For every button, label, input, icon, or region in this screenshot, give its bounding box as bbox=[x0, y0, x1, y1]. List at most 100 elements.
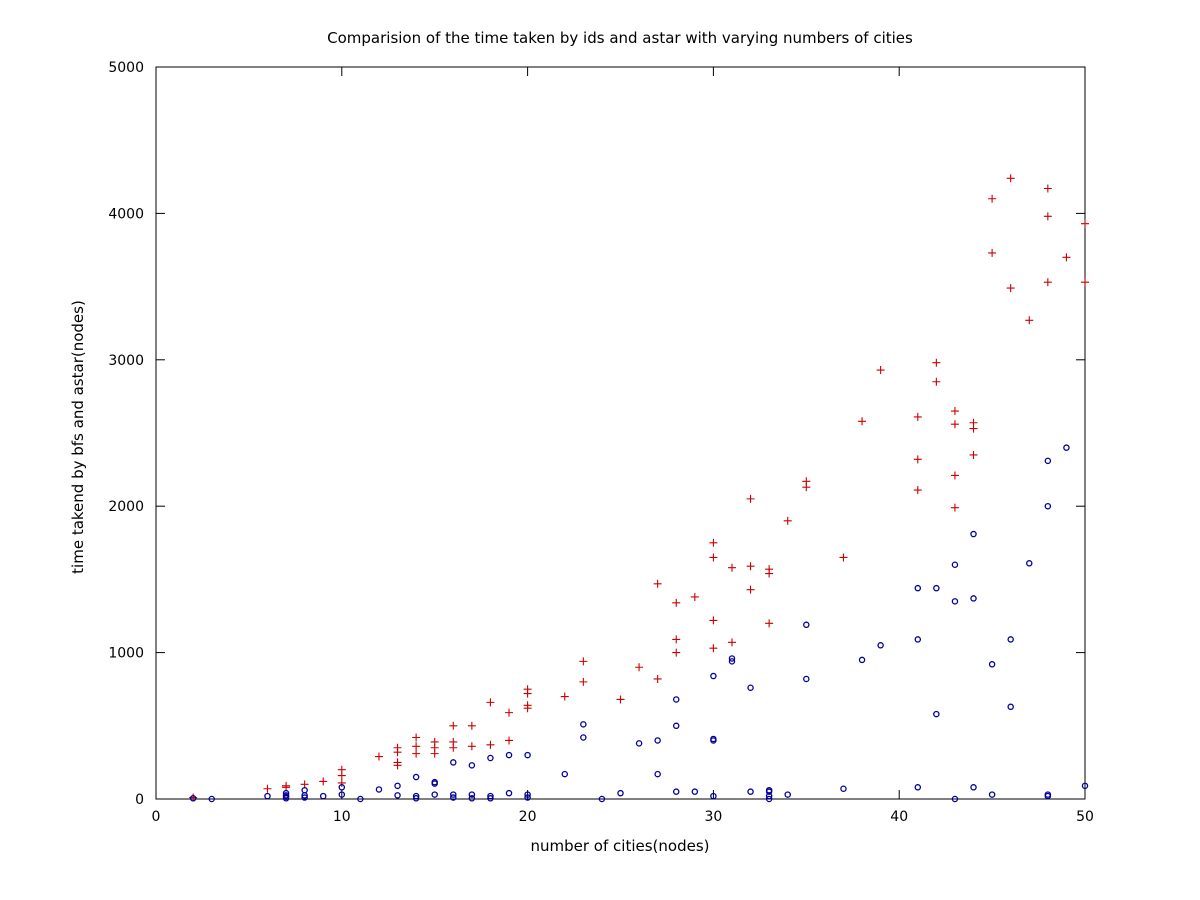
data-point-circle bbox=[654, 770, 661, 778]
data-point-plus bbox=[913, 486, 922, 495]
data-point-plus bbox=[449, 743, 458, 752]
data-point-plus bbox=[616, 695, 625, 704]
data-point-plus bbox=[913, 412, 922, 421]
data-point-plus bbox=[486, 740, 495, 749]
data-point-plus bbox=[988, 194, 997, 203]
data-point-circle bbox=[450, 791, 457, 798]
data-point-plus bbox=[950, 407, 959, 416]
data-point-plus bbox=[467, 721, 476, 730]
x-tick-label: 10 bbox=[333, 809, 351, 825]
data-point-plus bbox=[412, 742, 421, 751]
data-point-circle bbox=[412, 795, 420, 802]
data-point-plus bbox=[858, 417, 867, 426]
data-point-circle bbox=[1044, 457, 1052, 465]
data-point-circle bbox=[672, 788, 680, 795]
data-point-plus bbox=[337, 771, 346, 780]
data-point-circle bbox=[803, 621, 810, 629]
data-point-circle bbox=[1007, 636, 1014, 643]
data-point-plus bbox=[746, 585, 755, 594]
data-point-circle bbox=[784, 791, 791, 798]
data-point-circle bbox=[487, 795, 494, 802]
data-point-circle bbox=[338, 784, 346, 791]
data-point-plus bbox=[653, 579, 662, 588]
data-point-circle bbox=[505, 789, 513, 797]
data-point-circle bbox=[357, 795, 364, 803]
data-point-plus bbox=[839, 553, 848, 562]
data-point-circle bbox=[747, 788, 754, 795]
data-point-plus bbox=[337, 778, 346, 787]
data-point-circle bbox=[988, 791, 996, 798]
data-point-plus bbox=[988, 248, 997, 257]
data-point-plus bbox=[950, 471, 959, 480]
data-point-circle bbox=[561, 770, 569, 778]
data-point-plus bbox=[709, 538, 718, 547]
data-point-plus bbox=[727, 563, 736, 572]
y-tick-label: 0 bbox=[135, 792, 144, 808]
x-tick-label: 0 bbox=[152, 809, 161, 825]
data-point-circle bbox=[301, 786, 308, 794]
data-point-circle bbox=[450, 794, 457, 801]
data-point-circle bbox=[301, 792, 308, 799]
data-point-plus bbox=[486, 698, 495, 707]
data-point-circle bbox=[970, 530, 977, 538]
data-point-circle bbox=[598, 795, 606, 803]
data-point-circle bbox=[710, 737, 717, 744]
data-point-plus bbox=[690, 592, 699, 601]
data-points bbox=[189, 174, 1089, 803]
data-point-circle bbox=[282, 795, 290, 802]
data-point-circle bbox=[524, 751, 531, 759]
data-point-plus bbox=[746, 562, 755, 571]
data-point-circle bbox=[765, 795, 773, 803]
data-point-circle bbox=[319, 792, 327, 800]
data-point-circle bbox=[580, 734, 587, 741]
data-point-circle bbox=[877, 642, 884, 649]
y-tick-label: 3000 bbox=[108, 353, 144, 369]
data-point-circle bbox=[431, 791, 438, 798]
data-point-plus bbox=[709, 616, 718, 625]
data-point-circle bbox=[840, 785, 847, 793]
data-point-plus bbox=[412, 733, 421, 742]
data-point-plus bbox=[523, 704, 532, 713]
data-point-plus bbox=[579, 657, 588, 666]
data-point-circle bbox=[765, 792, 773, 800]
data-point-circle bbox=[691, 788, 699, 795]
data-point-circle bbox=[468, 791, 476, 798]
data-point-circle bbox=[1007, 703, 1014, 711]
x-tick-label: 50 bbox=[1076, 809, 1094, 825]
data-point-plus bbox=[1043, 184, 1052, 193]
data-point-circle bbox=[951, 598, 959, 605]
data-point-circle bbox=[654, 737, 661, 744]
data-point-plus bbox=[393, 748, 402, 757]
data-point-plus bbox=[635, 663, 644, 672]
data-point-circle bbox=[450, 759, 457, 766]
data-point-circle bbox=[951, 561, 959, 569]
data-point-plus bbox=[765, 569, 774, 578]
data-point-circle bbox=[728, 655, 736, 662]
data-point-circle bbox=[914, 584, 922, 592]
data-point-circle bbox=[301, 794, 308, 801]
y-tick-label: 1000 bbox=[108, 646, 144, 662]
data-point-circle bbox=[710, 792, 717, 800]
data-point-circle bbox=[375, 786, 383, 793]
y-tick-label: 2000 bbox=[108, 499, 144, 515]
data-point-circle bbox=[580, 721, 587, 728]
data-point-plus bbox=[765, 619, 774, 628]
data-point-circle bbox=[1081, 782, 1089, 790]
data-point-circle bbox=[617, 789, 624, 797]
data-point-circle bbox=[468, 762, 476, 769]
data-point-circle bbox=[988, 661, 996, 668]
data-point-plus bbox=[950, 503, 959, 512]
data-point-plus bbox=[374, 752, 383, 761]
data-point-circle bbox=[394, 782, 401, 790]
chart-title: Comparision of the time taken by ids and… bbox=[327, 29, 913, 47]
data-point-plus bbox=[932, 377, 941, 386]
data-point-plus bbox=[969, 424, 978, 433]
data-point-plus bbox=[709, 553, 718, 562]
data-point-circle bbox=[412, 773, 420, 781]
data-point-plus bbox=[449, 721, 458, 730]
data-point-plus bbox=[802, 483, 811, 492]
data-point-circle bbox=[914, 784, 922, 791]
data-point-plus bbox=[263, 784, 272, 793]
